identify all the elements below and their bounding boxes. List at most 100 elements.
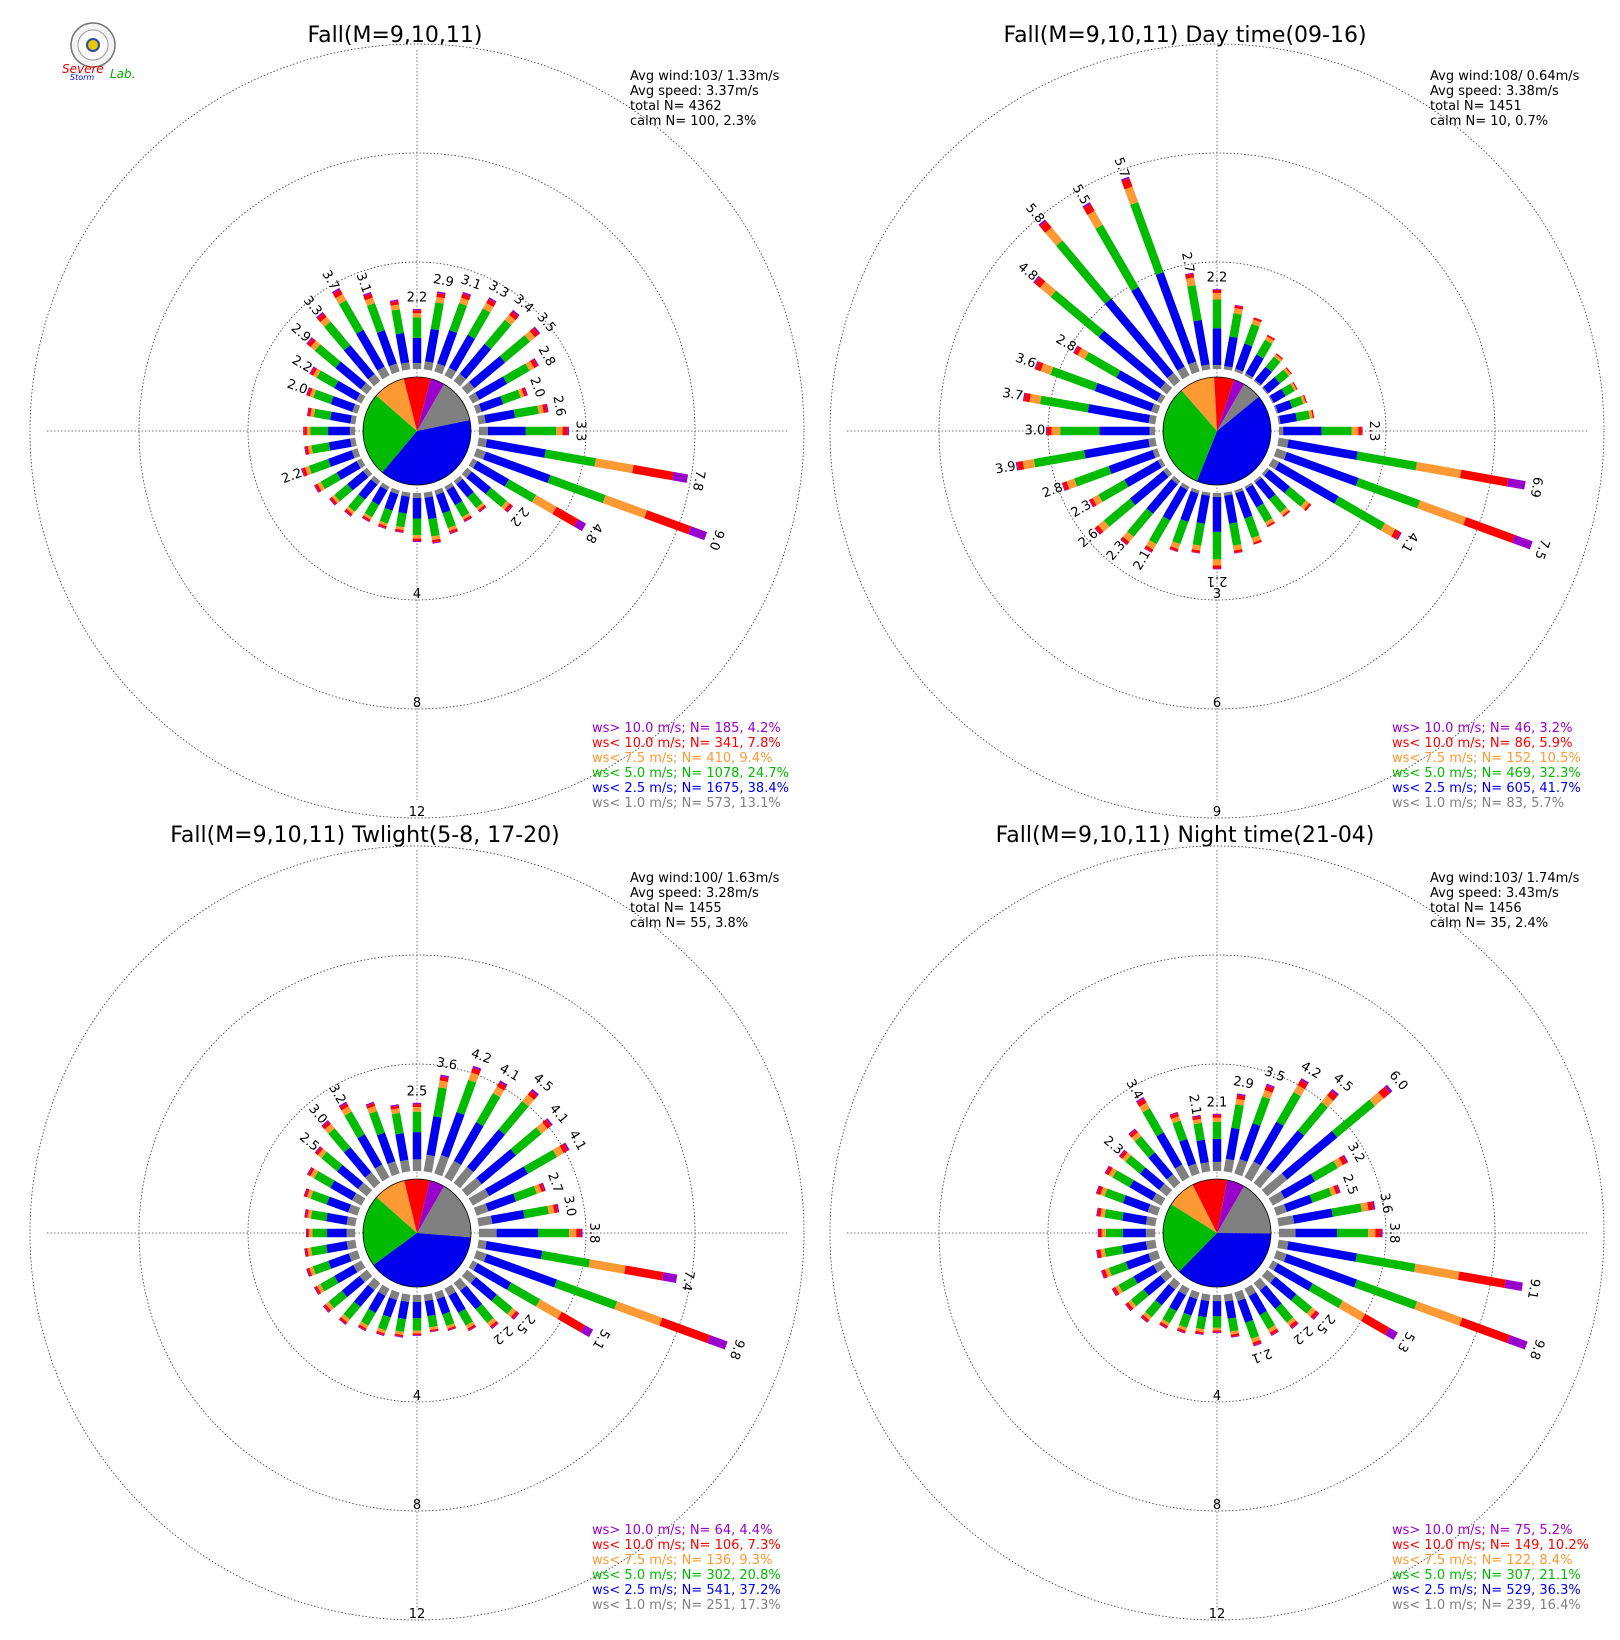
bar-segment (1355, 1253, 1416, 1273)
bar-segment (512, 1312, 520, 1320)
bar-segment (307, 1247, 313, 1257)
bar-label: 2.0 (526, 375, 547, 400)
bar-segment (499, 1080, 508, 1087)
bar-segment (395, 512, 407, 528)
bar-segment (469, 356, 506, 389)
bar-segment (1261, 386, 1269, 395)
stats-line: total N= 1456 (1430, 901, 1522, 916)
stats-line: Avg speed: 3.37m/s (630, 84, 759, 99)
bar-segment (1144, 545, 1154, 553)
bar-segment (1201, 364, 1211, 371)
bar-segment (1193, 319, 1210, 366)
bar-segment (1333, 1157, 1344, 1169)
bar-label: 2.7 (544, 1171, 565, 1196)
bar-segment (324, 321, 351, 351)
bar-segment (1029, 393, 1042, 405)
bar-segment (1039, 220, 1052, 233)
bar-segment (304, 1188, 310, 1198)
bar-segment (1185, 273, 1195, 279)
bar-segment (536, 1122, 548, 1134)
bar-segment (485, 487, 507, 508)
bar-segment (1331, 1099, 1375, 1138)
stats-line: Avg wind:103/ 1.33m/s (630, 69, 780, 84)
bar-segment (542, 1119, 552, 1129)
bar-segment (1253, 1121, 1284, 1166)
stats-line: Avg speed: 3.38m/s (1430, 84, 1559, 99)
bar-segment (1122, 1212, 1148, 1225)
wind-rose-panel: Fall(M=9,10,11) Night time(21-04)48122.1… (829, 823, 1605, 1622)
bar-segment (453, 1122, 484, 1165)
bar-segment (309, 1266, 316, 1276)
bar-segment (1185, 277, 1196, 287)
bar-segment (376, 330, 397, 367)
bar-segment (1300, 500, 1310, 510)
panel-title: Fall(M=9,10,11) Twlight(5-8, 17-20) (170, 823, 559, 848)
bar-segment (1131, 1132, 1142, 1142)
legend-entry: ws< 10.0 m/s; N= 86, 5.9% (1392, 736, 1572, 751)
legend-entry: ws< 5.0 m/s; N= 307, 21.1% (1392, 1568, 1581, 1583)
bar-segment (1511, 534, 1533, 550)
speed-share-pie (362, 376, 472, 486)
bar-segment (343, 1147, 372, 1178)
bar-segment (1170, 541, 1181, 550)
bar-segment (1263, 377, 1281, 394)
bar-segment (1121, 178, 1133, 190)
bar-segment (1308, 1283, 1343, 1309)
bar-segment (1384, 1084, 1393, 1094)
bar-segment (1177, 1325, 1187, 1331)
bar-segment (442, 1311, 455, 1327)
bar-segment (302, 467, 308, 477)
bar-segment (357, 1182, 373, 1197)
bar-segment (316, 1284, 325, 1294)
legend-entry: ws> 10.0 m/s; N= 185, 4.2% (592, 721, 781, 736)
bar-label: 2.0 (285, 377, 310, 398)
bar-segment (485, 1193, 517, 1212)
pie-slice (382, 420, 471, 485)
stats-line: calm N= 10, 0.7% (1430, 114, 1548, 129)
bar-segment (1141, 1314, 1150, 1323)
bar-segment (434, 487, 444, 496)
bar-segment (1142, 1108, 1164, 1137)
bar-segment (334, 1264, 358, 1284)
bar-segment (390, 1108, 401, 1115)
stats-line: total N= 4362 (630, 99, 722, 114)
speed-share-pie (1162, 376, 1272, 486)
bar-segment (1268, 1191, 1285, 1206)
bar-segment (366, 1103, 376, 1109)
bar-segment (1284, 451, 1359, 487)
ring-label: 9 (1213, 805, 1221, 820)
legend-entry: ws< 7.5 m/s; N= 136, 9.3% (592, 1553, 772, 1568)
bar-segment (1235, 1098, 1245, 1106)
stats-line: calm N= 55, 3.8% (630, 916, 748, 931)
bar-segment (483, 1253, 558, 1288)
bar-segment (380, 482, 390, 491)
bar-segment (557, 1311, 585, 1333)
bar-segment (1264, 336, 1275, 344)
bar-segment (309, 388, 317, 398)
bar-segment (1038, 219, 1047, 227)
bar-segment (500, 389, 521, 405)
bar-segment (1277, 437, 1289, 448)
bar-label: 2.1 (1249, 1345, 1274, 1366)
bar-segment (1191, 544, 1202, 551)
panel-title: Fall(M=9,10,11) Day time(09-16) (1003, 23, 1366, 48)
bar-segment (1285, 367, 1293, 375)
bar-segment (1460, 469, 1509, 487)
bar-segment (376, 1132, 396, 1165)
bar-segment (1151, 403, 1161, 414)
bar-segment (1017, 460, 1025, 471)
bar-segment (1124, 460, 1162, 487)
bar-segment (434, 363, 446, 375)
bar-segment (489, 1320, 498, 1329)
bar-segment (632, 464, 674, 481)
bar-segment (384, 491, 399, 511)
bar-segment (312, 1260, 332, 1275)
bar-segment (1244, 515, 1260, 539)
bar-segment (1148, 437, 1157, 448)
pie-slice (1217, 384, 1259, 431)
bar-segment (478, 396, 504, 412)
bar-segment (1262, 1089, 1273, 1100)
bar-segment (1415, 461, 1462, 479)
